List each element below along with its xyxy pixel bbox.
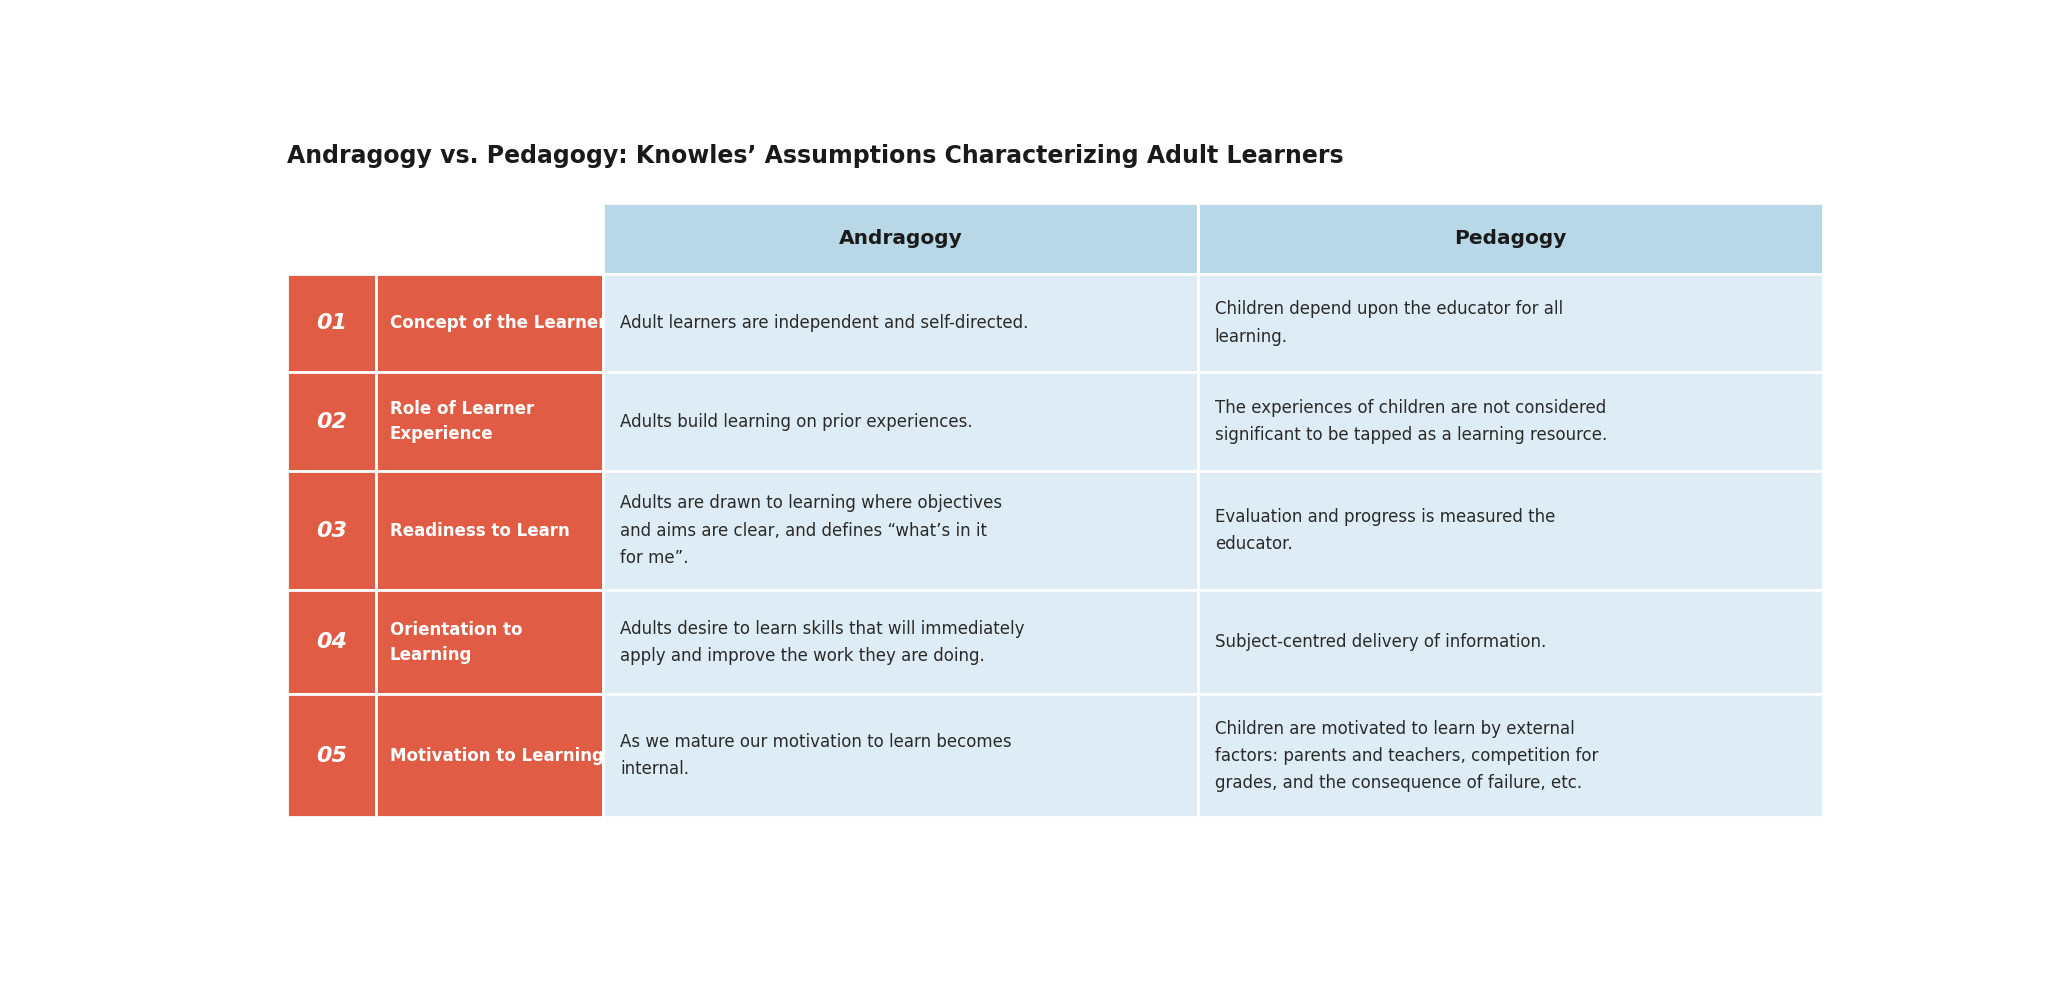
Text: Evaluation and progress is measured the
educator.: Evaluation and progress is measured the … [1214, 508, 1556, 553]
Text: Motivation to Learning: Motivation to Learning [389, 747, 603, 764]
Bar [1198, 273, 1823, 372]
Text: 01: 01 [315, 313, 346, 333]
Text: Adults desire to learn skills that will immediately
apply and improve the work t: Adults desire to learn skills that will … [619, 620, 1025, 665]
Bar [603, 273, 1198, 372]
Bar [1198, 471, 1823, 590]
Text: Concept of the Learner: Concept of the Learner [389, 314, 607, 332]
Text: 05: 05 [315, 746, 346, 765]
Text: Role of Learner
Experience: Role of Learner Experience [389, 400, 533, 443]
Text: 04: 04 [315, 632, 346, 653]
Bar [377, 273, 603, 372]
Bar [286, 695, 377, 817]
Bar [286, 590, 377, 695]
Text: Children are motivated to learn by external
factors: parents and teachers, compe: Children are motivated to learn by exter… [1214, 720, 1597, 791]
Text: Andragogy: Andragogy [838, 229, 963, 248]
Bar [603, 590, 1198, 695]
Text: As we mature our motivation to learn becomes
internal.: As we mature our motivation to learn bec… [619, 734, 1013, 778]
Bar [286, 471, 377, 590]
Text: The experiences of children are not considered
significant to be tapped as a lea: The experiences of children are not cons… [1214, 399, 1607, 444]
Bar [603, 203, 1198, 273]
Bar [1198, 695, 1823, 817]
Bar [377, 695, 603, 817]
Bar [1198, 372, 1823, 471]
Bar [286, 372, 377, 471]
Text: Orientation to
Learning: Orientation to Learning [389, 621, 523, 664]
Text: Children depend upon the educator for all
learning.: Children depend upon the educator for al… [1214, 300, 1562, 345]
Text: Andragogy vs. Pedagogy: Knowles’ Assumptions Characterizing Adult Learners: Andragogy vs. Pedagogy: Knowles’ Assumpt… [286, 145, 1344, 169]
Bar [603, 695, 1198, 817]
Text: 02: 02 [315, 411, 346, 431]
Text: Subject-centred delivery of information.: Subject-centred delivery of information. [1214, 633, 1546, 652]
Text: Pedagogy: Pedagogy [1453, 229, 1566, 248]
Bar [1198, 590, 1823, 695]
Bar [286, 273, 377, 372]
Bar [377, 590, 603, 695]
Text: Adults build learning on prior experiences.: Adults build learning on prior experienc… [619, 412, 973, 430]
Text: 03: 03 [315, 521, 346, 541]
Bar [377, 471, 603, 590]
Text: Readiness to Learn: Readiness to Learn [389, 522, 570, 540]
Bar [603, 372, 1198, 471]
Bar [603, 471, 1198, 590]
Bar [1198, 203, 1823, 273]
Text: Adults are drawn to learning where objectives
and aims are clear, and defines “w: Adults are drawn to learning where objec… [619, 494, 1002, 567]
Bar [377, 372, 603, 471]
Text: Adult learners are independent and self-directed.: Adult learners are independent and self-… [619, 314, 1029, 332]
